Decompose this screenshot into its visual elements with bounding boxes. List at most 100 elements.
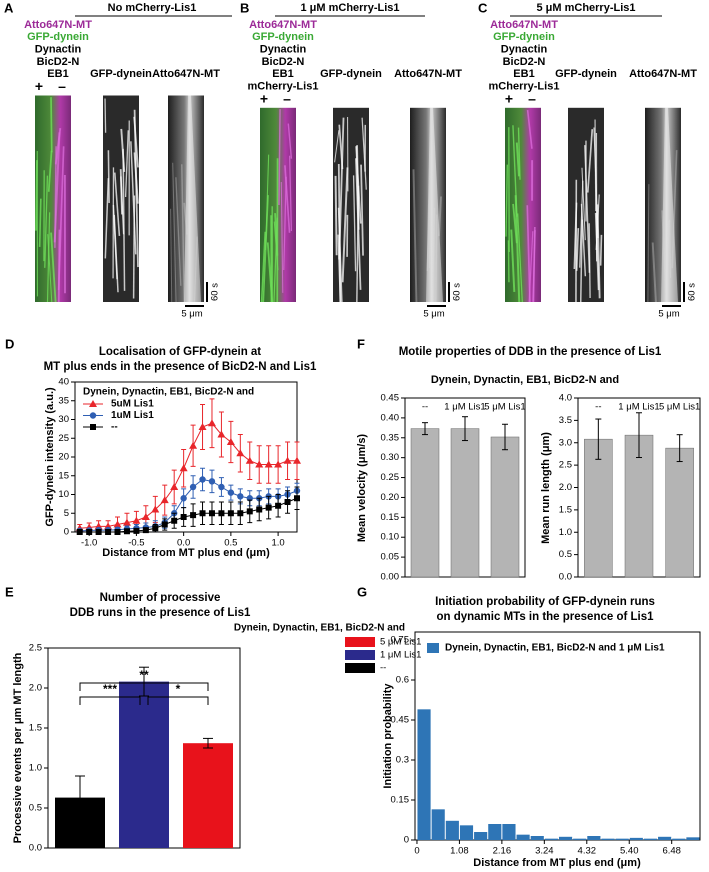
condition-label: Dynactin <box>501 44 548 56</box>
kymograph-streak <box>334 175 338 256</box>
y-tick-label: 0.3 <box>396 755 409 766</box>
chart-title: Initiation probability of GFP-dynein run… <box>435 596 655 608</box>
kymograph-streak <box>260 231 266 303</box>
histogram-bar <box>672 838 686 840</box>
category-label: 5 μM Lis1 <box>659 402 700 413</box>
kymograph-streak <box>431 207 436 303</box>
panel-letter: G <box>357 584 367 599</box>
histogram-bar <box>488 824 502 840</box>
kymograph-streak <box>435 214 438 303</box>
data-point <box>236 449 245 457</box>
kymograph-streak <box>114 172 121 236</box>
data-point <box>76 529 83 535</box>
series-line <box>79 478 298 532</box>
x-axis-label: Distance from MT plus end (μm) <box>473 857 641 869</box>
data-point <box>198 423 207 430</box>
kymograph-streak <box>334 130 340 163</box>
kymograph-streak <box>273 221 279 271</box>
gfp-channel-label: GFP-dynein <box>320 68 382 80</box>
y-tick-label: 0.00 <box>381 572 400 583</box>
histogram-bar <box>459 825 474 840</box>
histogram-bar <box>601 838 615 840</box>
data-point <box>207 419 216 427</box>
histogram-bar <box>445 820 459 840</box>
panel-letter: F <box>357 336 365 351</box>
data-point <box>237 510 244 517</box>
legend-label: -- <box>380 663 386 674</box>
kymograph-streak <box>265 154 270 250</box>
y-tick-label: 35 <box>58 395 69 406</box>
significance-label: *** <box>103 682 117 696</box>
data-point <box>152 525 159 532</box>
plus-end-label: + <box>35 78 43 94</box>
condition-label: EB1 <box>47 68 68 80</box>
kymograph-streak <box>595 194 600 250</box>
y-tick-label: 0.0 <box>559 572 572 583</box>
kymograph-streak <box>594 212 600 291</box>
y-tick-label: 40 <box>58 377 69 388</box>
data-point <box>142 527 149 534</box>
x-tick-label: -1.0 <box>81 538 97 549</box>
kymograph-streak <box>517 127 521 180</box>
condition-label: Atto647N-MT <box>490 19 558 31</box>
y-tick-label: 1.5 <box>559 504 572 515</box>
legend-label: -- <box>111 422 118 433</box>
histogram-bar <box>431 809 445 840</box>
kymograph-streak <box>133 116 139 168</box>
data-point <box>90 424 96 430</box>
kymograph-streak <box>130 141 137 255</box>
data-point <box>122 518 131 526</box>
category-label: -- <box>422 402 428 413</box>
mt-growth-wedge <box>184 95 201 302</box>
mt-kymograph <box>168 95 204 302</box>
histogram-bar <box>417 709 431 840</box>
y-tick-label: 0.25 <box>381 472 400 483</box>
condition-label: GFP-dynein <box>252 31 314 43</box>
y-tick-label: 0.40 <box>381 412 400 423</box>
condition-label: Dynactin <box>260 44 307 56</box>
data-point <box>160 496 169 504</box>
y-tick-label: 0.5 <box>29 803 42 814</box>
legend-label: 1uM Lis1 <box>111 410 154 421</box>
x-tick-label: 1.0 <box>271 538 284 549</box>
x-axis-label: Distance from MT plus end (μm) <box>102 547 270 559</box>
chart-title: Motile properties of DDB in the presence… <box>399 346 662 358</box>
y-tick-label: 0.5 <box>559 549 572 560</box>
data-point <box>246 508 253 515</box>
category-label: 1 μM Lis1 <box>444 402 485 413</box>
x-tick-label: 0.5 <box>224 538 237 549</box>
kymograph-streak <box>170 208 173 302</box>
legend-swatch <box>345 637 375 647</box>
y-tick-label: 1.0 <box>559 527 572 538</box>
data-point <box>180 495 187 502</box>
data-point <box>104 522 113 530</box>
kymograph-streak <box>104 98 107 133</box>
category-label: 1 μM Lis1 <box>618 402 659 413</box>
kymograph-streak <box>512 203 518 244</box>
length-scale-label: 5 μm <box>181 309 202 320</box>
y-axis-label: Initiation probability <box>382 683 394 789</box>
kymograph-streak <box>283 176 287 271</box>
y-tick-label: 1.5 <box>29 723 42 734</box>
mt-kymograph <box>410 107 446 302</box>
y-tick-label: 0.35 <box>381 432 400 443</box>
minus-end-label: – <box>283 91 291 107</box>
data-point <box>95 529 102 535</box>
data-point <box>218 510 225 517</box>
kymograph-streak <box>438 196 442 237</box>
x-tick-label: 4.32 <box>578 846 597 857</box>
kymograph-streak <box>132 195 136 299</box>
kymograph-streak <box>122 148 126 291</box>
kymograph-streak <box>175 177 182 286</box>
mt-kymograph <box>645 107 681 302</box>
histogram-bar <box>658 836 672 840</box>
data-point <box>227 510 234 517</box>
y-tick-label: 15 <box>58 470 69 481</box>
significance-label: * <box>176 682 181 696</box>
data-point <box>89 412 97 419</box>
plus-end-label: + <box>505 91 513 107</box>
kymograph-streak <box>532 230 536 302</box>
x-tick-label: 3.24 <box>535 846 554 857</box>
histogram-bar <box>573 838 587 840</box>
kymograph-streak <box>112 204 118 280</box>
